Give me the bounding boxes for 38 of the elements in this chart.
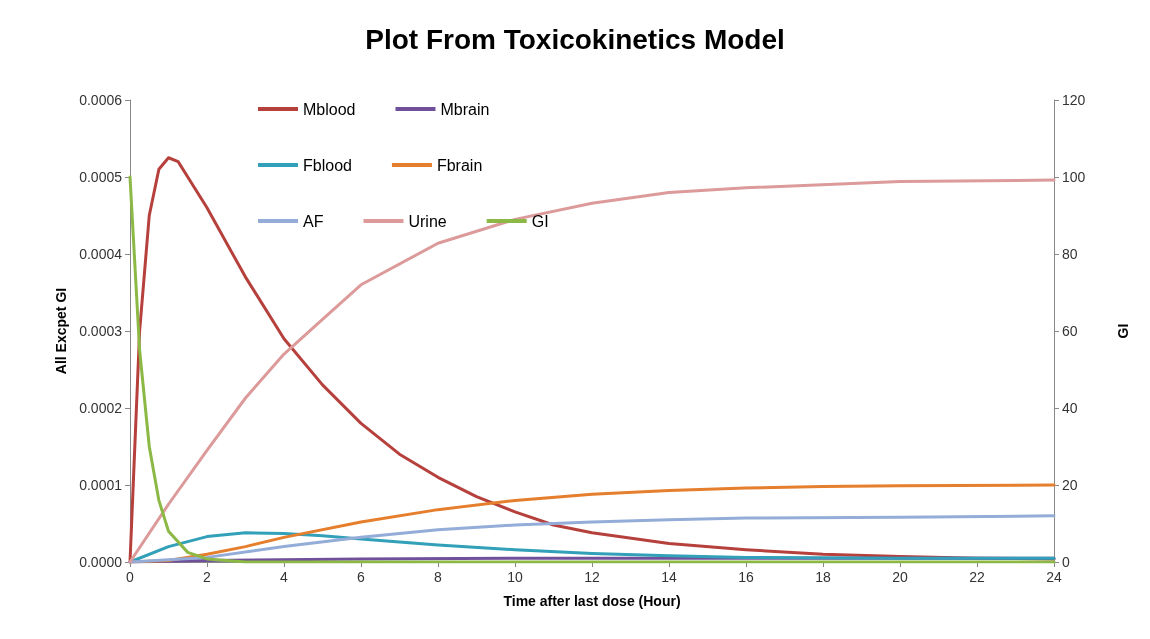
y2-tick-label: 0 [1062,554,1070,570]
legend-label: Mbrain [440,100,490,118]
y-tick-label: 0.0006 [79,92,123,108]
y-tick-label: 0.0004 [79,246,123,262]
y-tick-label: 0.0005 [79,169,123,185]
x-tick-label: 8 [434,569,443,585]
y2-tick-label: 100 [1062,169,1086,185]
legend-label: Urine [408,212,447,230]
x-tick-label: 0 [126,569,135,585]
x-tick-label: 14 [661,569,677,585]
x-tick-label: 4 [280,569,289,585]
x-tick-label: 18 [815,569,831,585]
y2-tick-label: 120 [1062,92,1086,108]
x-axis-title: Time after last dose (Hour) [503,593,681,609]
legend-label: AF [303,212,324,230]
y-axis-title: All Excpet GI [53,287,69,375]
x-tick-label: 22 [969,569,985,585]
legend-label: Fblood [303,156,352,174]
x-tick-label: 20 [892,569,908,585]
y2-tick-label: 60 [1062,323,1078,339]
legend-label: GI [531,212,549,230]
chart-title: Plot From Toxicokinetics Model [365,23,785,55]
y-tick-label: 0.0003 [79,323,123,339]
legend-label: Mblood [303,100,356,118]
y2-tick-label: 20 [1062,477,1078,493]
y-tick-label: 0.0000 [79,554,123,570]
y2-tick-label: 40 [1062,400,1078,416]
x-tick-label: 24 [1046,569,1062,585]
y-tick-label: 0.0002 [79,400,123,416]
x-tick-label: 10 [507,569,523,585]
y-tick-label: 0.0001 [79,477,123,493]
legend-label: Fbrain [436,156,483,174]
y2-axis-title: GI [1115,323,1131,339]
x-tick-label: 2 [203,569,212,585]
y2-tick-label: 80 [1062,246,1078,262]
x-tick-label: 12 [584,569,600,585]
x-tick-label: 6 [357,569,366,585]
x-tick-label: 16 [738,569,754,585]
